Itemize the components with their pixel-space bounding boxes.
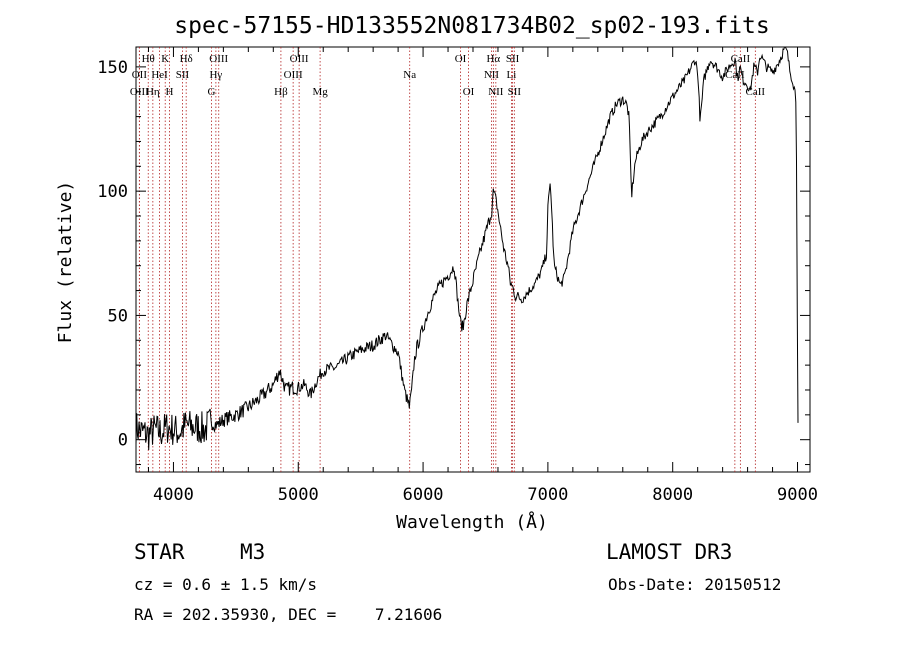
line-label: Hη: [146, 86, 160, 98]
redshift-cz: cz = 0.6 ± 1.5 km/s: [134, 575, 318, 594]
x-tick-label: 8000: [652, 485, 693, 505]
line-label: OIII: [290, 53, 309, 65]
line-label: CaII: [746, 86, 766, 98]
x-axis-label: Wavelength (Å): [396, 511, 548, 533]
line-label: CaII: [725, 69, 745, 81]
line-label: K: [161, 53, 169, 65]
line-label: CaII: [731, 53, 751, 65]
obs-date: Obs-Date: 20150512: [608, 575, 782, 594]
line-label: SII: [176, 69, 190, 81]
line-label: Na: [403, 69, 416, 81]
x-axis: 4000 5000 6000 7000 8000 9000: [147, 47, 818, 505]
object-subclass: M3: [240, 540, 266, 564]
line-label: G: [208, 86, 216, 98]
y-tick-label: 150: [97, 58, 128, 78]
spectral-line-markers: [138, 47, 756, 472]
line-label: OI: [463, 86, 475, 98]
line-label: NII: [484, 69, 500, 81]
spectrum-line: [135, 46, 799, 451]
x-tick-label: 4000: [153, 485, 194, 505]
spectral-line-labels: Hθ K Hδ OIII OIII OI Hα SII CaII OII HeI SII Hγ OIII N…: [130, 53, 766, 98]
line-label: SII: [508, 86, 522, 98]
line-label: SII: [506, 53, 520, 65]
survey-name: LAMOST DR3: [606, 540, 733, 564]
line-label: OII: [132, 69, 148, 81]
y-tick-label: 100: [97, 182, 128, 202]
line-label: Hδ: [180, 53, 193, 65]
line-label: NII: [488, 86, 504, 98]
line-label: Hα: [486, 53, 500, 65]
coordinates: RA = 202.35930, DEC = 7.21606: [134, 605, 443, 624]
line-label: Hγ: [209, 69, 222, 81]
line-label: OIII: [209, 53, 228, 65]
y-tick-label: 0: [118, 431, 128, 451]
line-label: OIII: [284, 69, 303, 81]
x-tick-label: 6000: [403, 485, 444, 505]
line-label: Li: [507, 69, 517, 81]
line-label: HeI: [151, 69, 168, 81]
x-tick-label: 7000: [527, 485, 568, 505]
x-tick-label: 5000: [278, 485, 319, 505]
line-label: H: [165, 86, 173, 98]
x-tick-label: 9000: [777, 485, 818, 505]
line-label: OI: [455, 53, 467, 65]
line-label: Mg: [312, 86, 328, 98]
object-class: STAR: [134, 540, 185, 564]
y-axis-label: Flux (relative): [55, 181, 76, 344]
plot-frame: [135, 46, 811, 473]
y-tick-label: 50: [108, 306, 128, 326]
line-label: Hβ: [274, 86, 288, 98]
y-axis: 0 50 100 150: [97, 58, 810, 466]
chart-title: spec-57155-HD133552N081734B02_sp02-193.f…: [174, 13, 769, 39]
line-label: Hθ: [142, 53, 155, 65]
